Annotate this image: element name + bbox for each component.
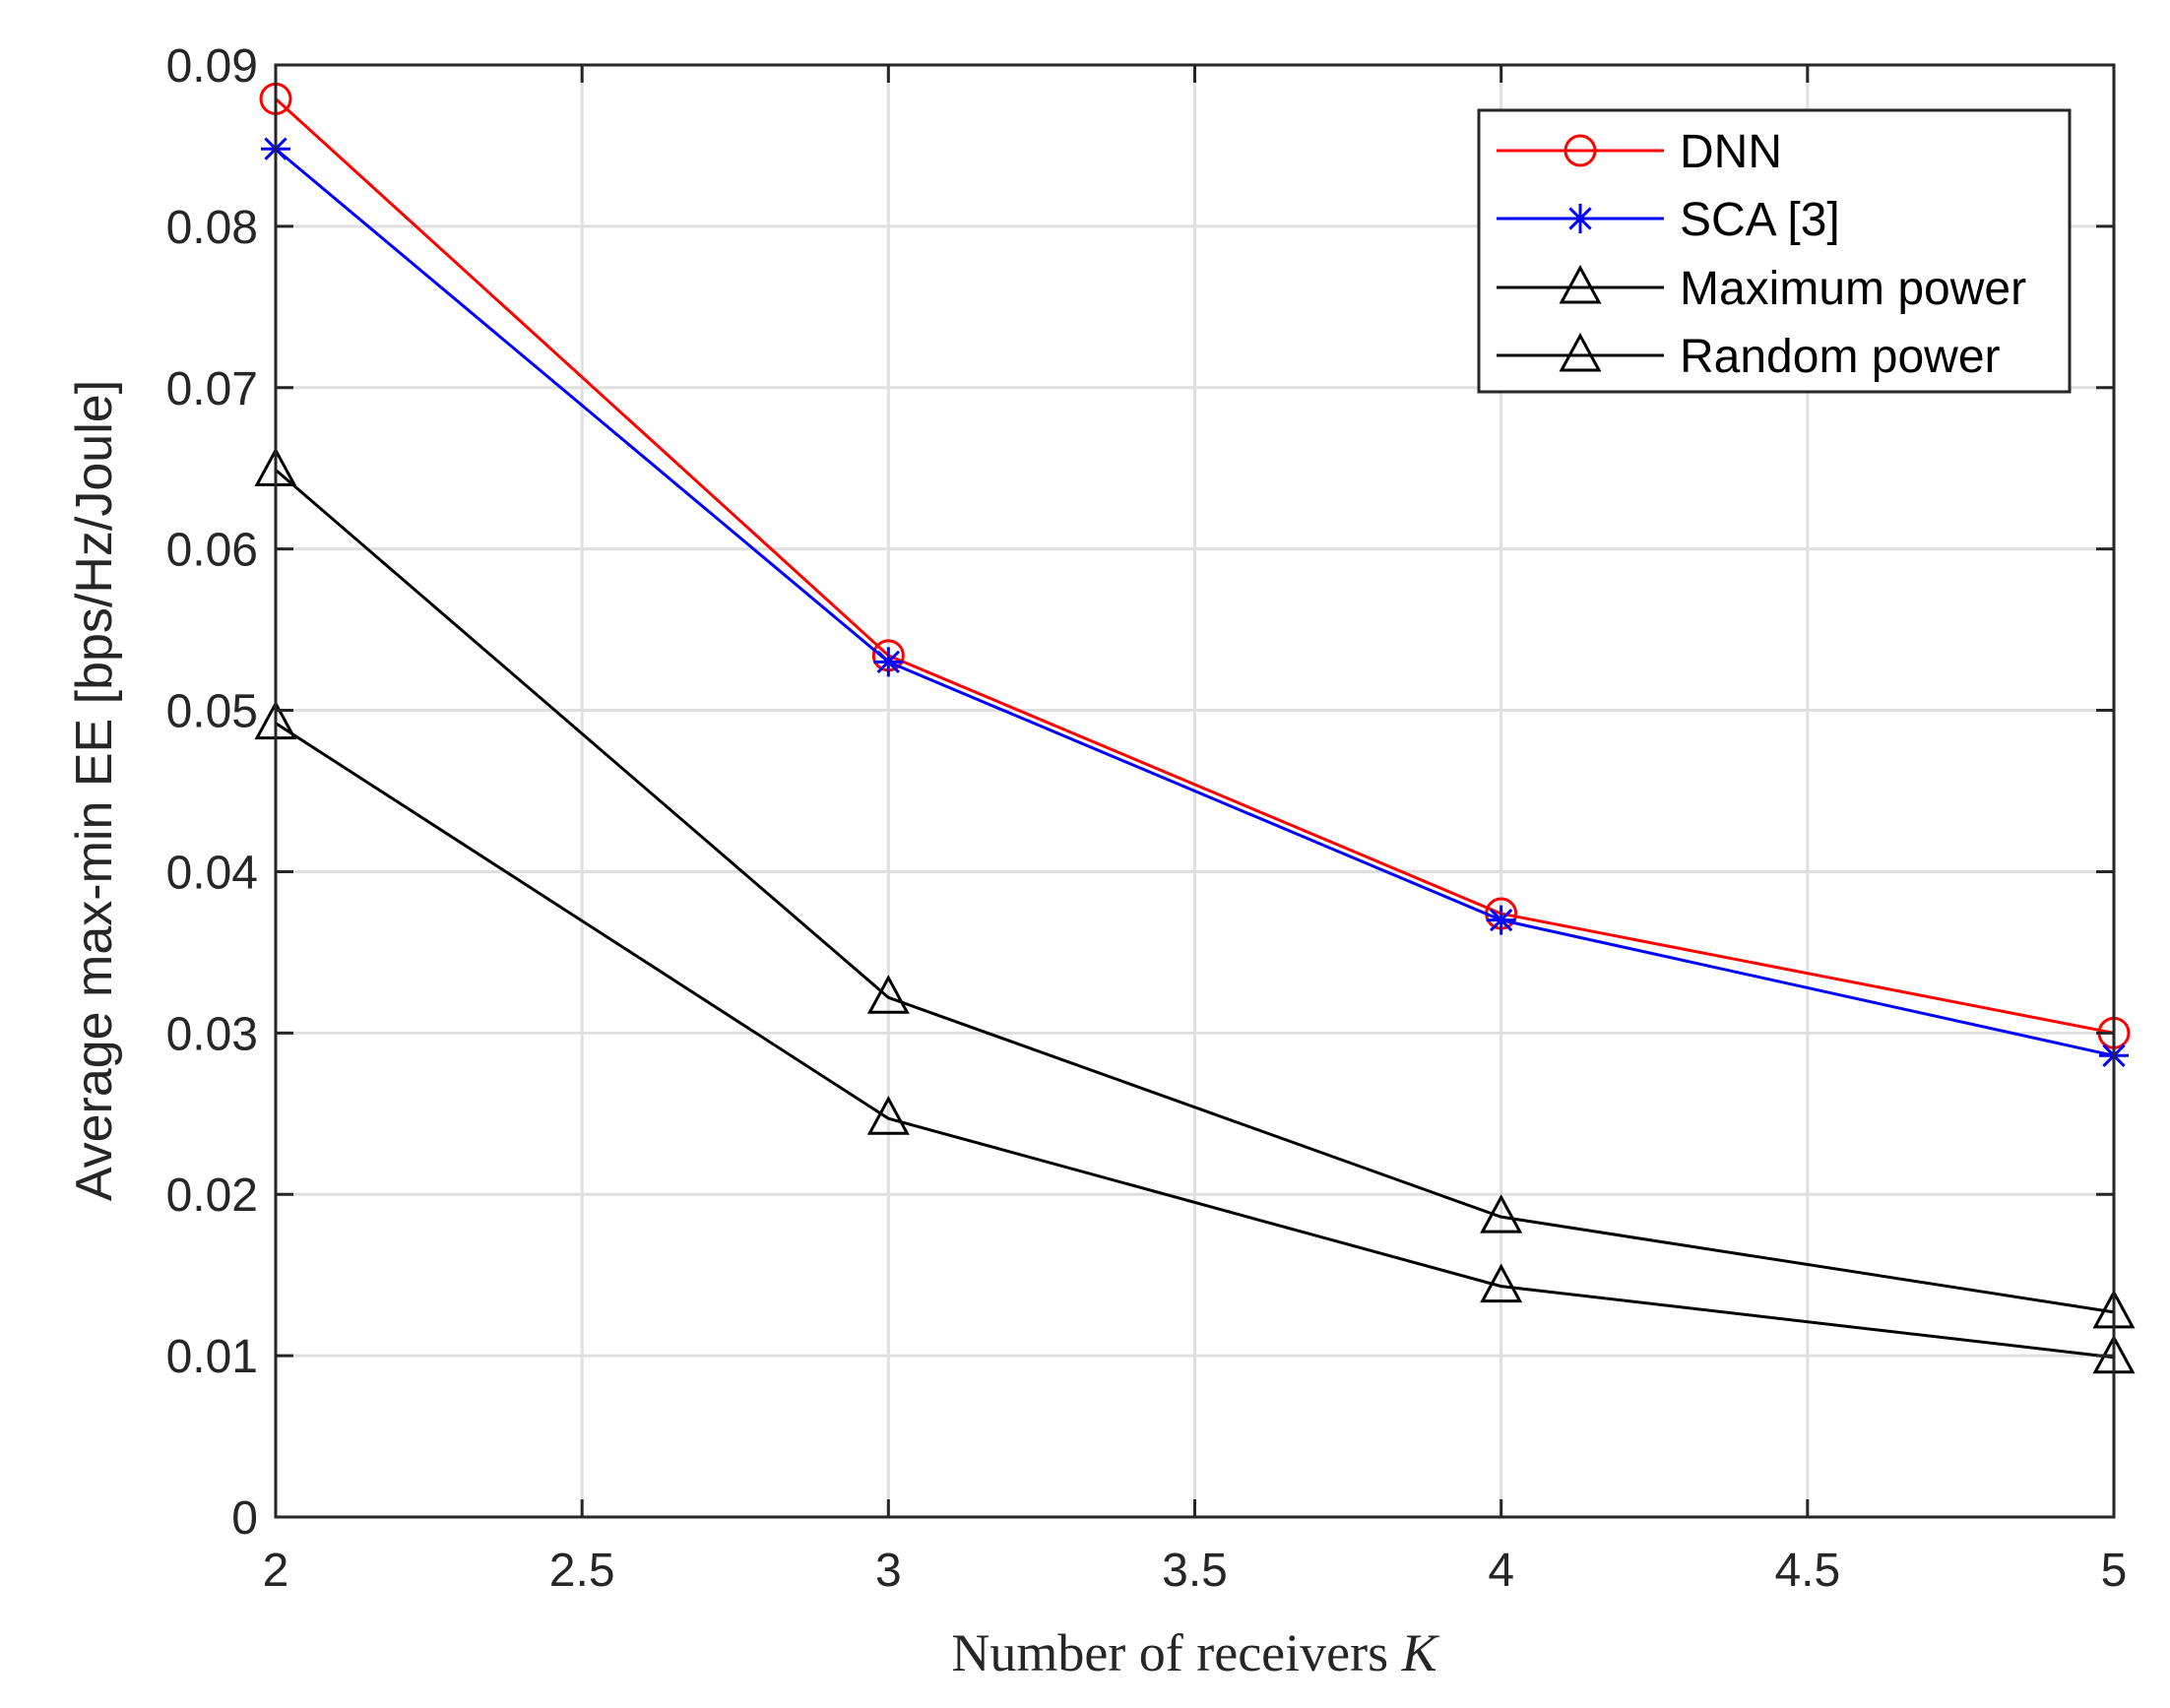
x-tick-label: 3 <box>875 1545 902 1597</box>
data-point-sca-3 <box>1486 905 1516 935</box>
series-line-maximum-power <box>275 469 2115 1314</box>
y-tick-label: 0.05 <box>166 686 258 738</box>
x-tick-label: 2.5 <box>549 1545 615 1597</box>
tick-marks <box>274 63 2116 1519</box>
series-line-sca-3 <box>275 148 2115 1057</box>
legend-label: DNN <box>1680 126 1782 178</box>
series-line-random-power <box>275 722 2115 1360</box>
legend-entry-maximum-power: Maximum power <box>1497 263 2026 315</box>
legend-marker <box>1559 264 1602 304</box>
y-tick-label: 0.09 <box>166 40 258 93</box>
y-tick-label: 0.08 <box>166 202 258 254</box>
y-tick-label: 0 <box>231 1492 258 1545</box>
legend-label: SCA [3] <box>1680 194 1840 246</box>
legend-entry-dnn: DNN <box>1497 126 1782 178</box>
y-tick-label: 0.04 <box>166 847 258 899</box>
series-layer <box>254 82 2136 1374</box>
x-tick-labels: 2 2.5 3 3.5 4 4.5 5 <box>263 1545 2128 1597</box>
data-point-random-power <box>866 1096 910 1135</box>
x-tick-label: 5 <box>2101 1545 2128 1597</box>
x-axis-label-text: Number of receivers <box>951 1623 1388 1682</box>
y-tick-label: 0.03 <box>166 1008 258 1060</box>
series-line-dnn <box>274 97 2115 1035</box>
legend-entry-random-power: Random power <box>1497 331 2001 383</box>
legend: DNN SCA [3] Maximum power Random power <box>1477 108 2072 394</box>
legend-label: Random power <box>1680 331 2001 383</box>
data-point-random-power <box>1480 1263 1523 1303</box>
x-tick-label: 2 <box>263 1545 289 1597</box>
legend-entry-sca-3: SCA [3] <box>1497 194 1840 246</box>
y-axis-label: Average max-min EE [bps/Hz/Joule] <box>66 380 123 1201</box>
legend-marker <box>1559 332 1602 372</box>
legend-box <box>1477 108 2072 394</box>
y-tick-label: 0.07 <box>166 363 258 415</box>
x-tick-label: 4 <box>1488 1545 1514 1597</box>
legend-marker <box>1564 134 1597 167</box>
data-point-maximum-power <box>866 975 910 1014</box>
x-axis-label-variable: K <box>1401 1623 1440 1682</box>
y-tick-label: 0.02 <box>166 1170 258 1222</box>
y-tick-label: 0.06 <box>166 525 258 577</box>
y-tick-labels: 0 0.01 0.02 0.03 0.04 0.05 0.06 0.07 0.08 0.09 <box>166 40 258 1545</box>
x-axis-label: Number of receivers K <box>951 1623 1439 1682</box>
x-tick-label: 3.5 <box>1162 1545 1228 1597</box>
legend-label: Maximum power <box>1680 263 2026 315</box>
x-tick-label: 4.5 <box>1774 1545 1840 1597</box>
legend-marker <box>1565 204 1595 233</box>
data-point-maximum-power <box>1480 1194 1523 1234</box>
data-point-sca-3 <box>873 647 904 677</box>
y-tick-label: 0.01 <box>166 1331 258 1383</box>
legend-entries: DNN SCA [3] Maximum power Random power <box>1497 126 2026 383</box>
